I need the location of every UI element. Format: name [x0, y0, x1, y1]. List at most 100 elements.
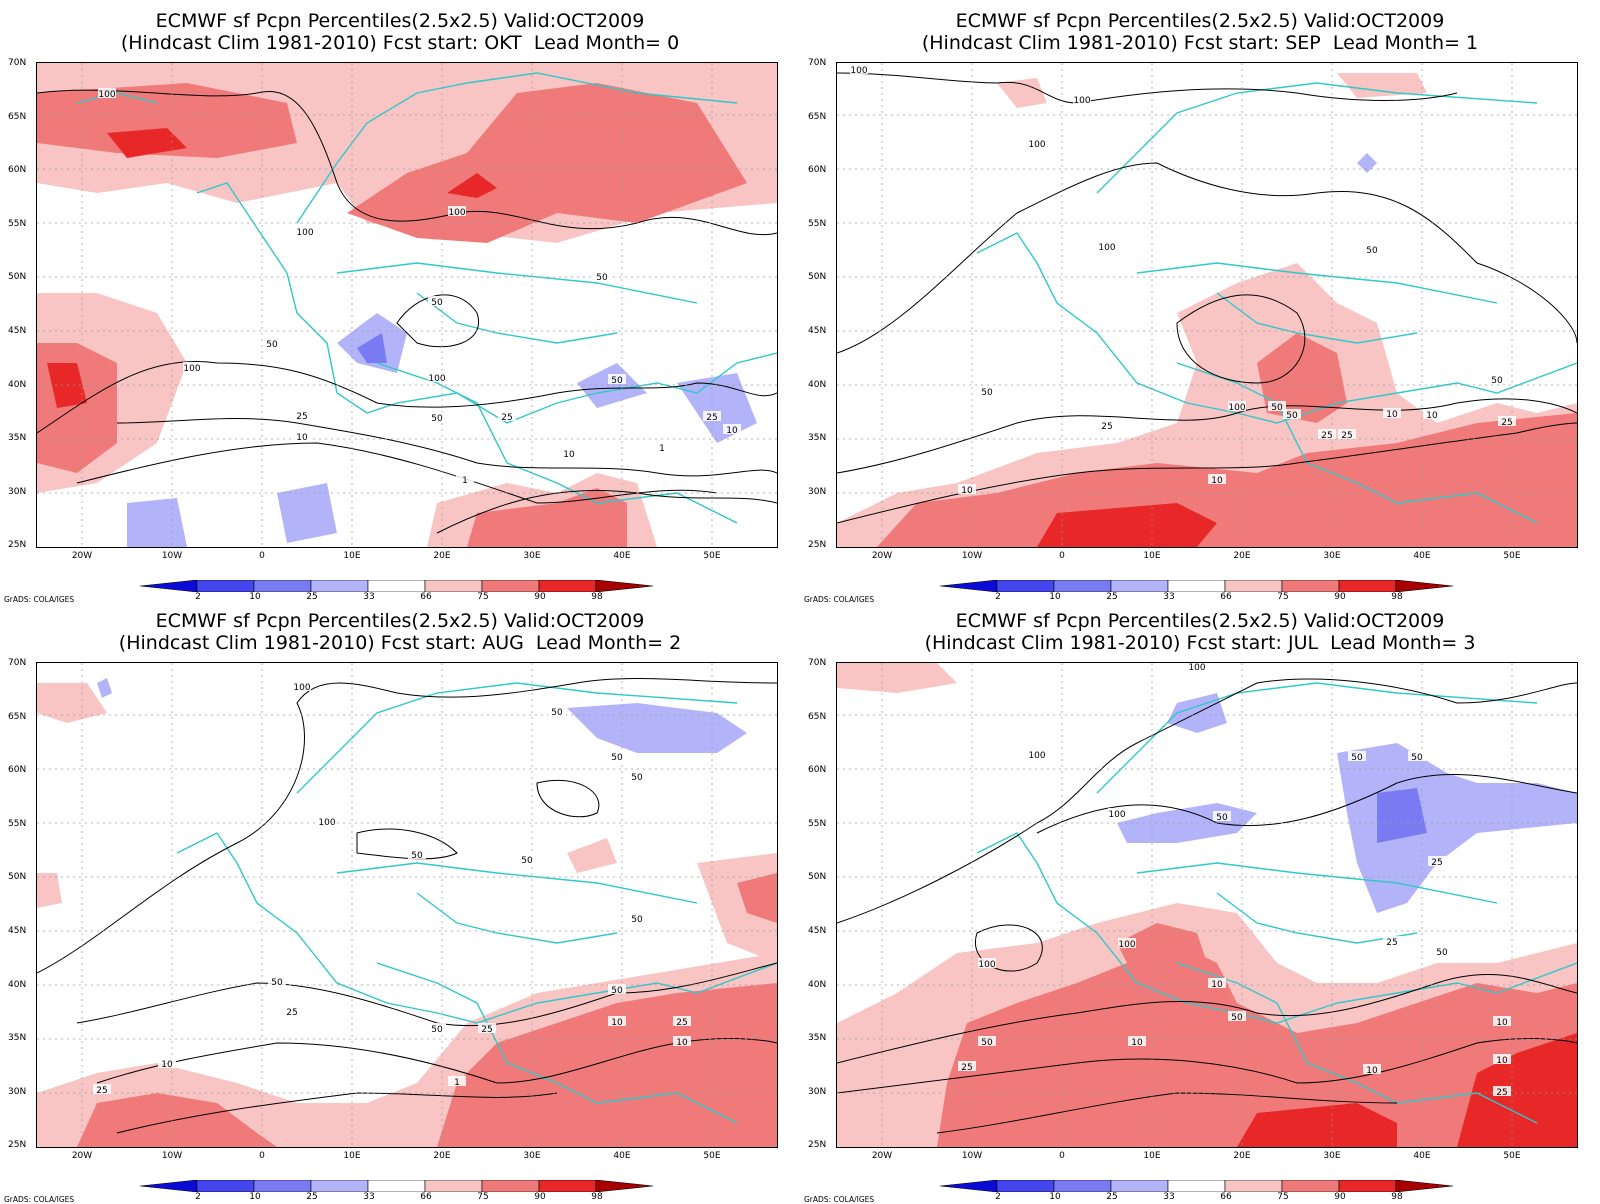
colorbar-segment: [1281, 580, 1340, 592]
contour-label: 50: [1491, 376, 1503, 386]
contour-label-bg: [498, 411, 516, 421]
colorbar-segment: [253, 580, 312, 592]
contour-label-bg: [1188, 663, 1206, 671]
contour-label-bg: [1228, 401, 1246, 411]
contour-label: 50: [521, 856, 533, 866]
contour-label: 25: [1501, 418, 1512, 428]
lon-label: 10W: [961, 551, 983, 561]
gridlines: [37, 63, 777, 547]
contour-label-bg: [1028, 749, 1046, 759]
coastline-layer: [76, 72, 777, 524]
colorbar-segment: [940, 580, 998, 592]
lat-label: 70N: [8, 658, 27, 668]
lon-label: 40E: [613, 1151, 631, 1161]
contour-label-bg: [448, 206, 466, 216]
colorbar-label: 98: [1391, 1192, 1403, 1202]
lat-label: 25N: [808, 540, 827, 550]
colorbar-segment: [1224, 580, 1283, 592]
colorbar-segment: [595, 580, 654, 592]
contour-label-bg: [1498, 416, 1516, 426]
contour-label-bg: [1283, 409, 1301, 419]
contour-label-bg: [296, 226, 314, 236]
lat-label: 65N: [808, 712, 827, 722]
contour-label: 25: [501, 413, 512, 423]
contour-label: 100: [293, 683, 310, 693]
contour-label-bg: [428, 1023, 446, 1033]
contour-label-bg: [428, 372, 446, 382]
contour-label: 50: [271, 978, 283, 988]
contour-label-bg: [293, 410, 311, 420]
contour-label: 10: [1386, 410, 1398, 420]
lon-label: 10E: [1143, 551, 1161, 561]
contour-label: 25: [1321, 431, 1332, 441]
contour-label: 50: [431, 414, 443, 424]
contour-label: 25: [96, 1086, 107, 1096]
contour-label-bg: [1493, 1054, 1511, 1064]
lat-label: 45N: [8, 926, 27, 936]
contour-layer: [837, 72, 1577, 524]
colorbar-segment: [310, 1180, 369, 1192]
contour-label: 100: [850, 66, 867, 76]
colorbar-label: 10: [249, 1192, 261, 1202]
lon-label: 20E: [433, 551, 451, 561]
contour-label-bg: [1228, 1011, 1246, 1021]
lat-label: 60N: [8, 765, 27, 775]
colorbar-label: 75: [1277, 592, 1289, 602]
contour-label-bg: [850, 64, 868, 74]
colorbar: [940, 1180, 1454, 1192]
colorbar-label: 10: [1049, 1192, 1061, 1202]
map-panel-okt: ECMWF sf Pcpn Percentiles(2.5x2.5) Valid…: [0, 0, 800, 604]
contour-label: 50: [1366, 246, 1378, 256]
lon-label: 50E: [703, 1151, 721, 1161]
contour-label: 50: [596, 273, 608, 283]
contour-label: 1: [454, 1078, 460, 1088]
contour-label: 50: [611, 986, 623, 996]
contour-label-bg: [1363, 244, 1381, 254]
contour-label-bg: [1108, 808, 1126, 818]
colorbar-segment: [1167, 580, 1226, 592]
contour-label-bg: [608, 1016, 626, 1026]
contour-label: 50: [631, 773, 643, 783]
lat-label: 50N: [8, 272, 27, 282]
contour-label: 25: [1101, 422, 1112, 432]
colorbar-label: 90: [534, 1192, 546, 1202]
contour-label: 1: [659, 444, 665, 454]
lon-label: 10W: [161, 551, 183, 561]
lat-label: 35N: [8, 1033, 27, 1043]
contour-label-bg: [978, 958, 996, 968]
colorbar-segment: [996, 580, 1055, 592]
contour-label-bg: [1348, 751, 1366, 761]
contour-label: 10: [1211, 980, 1223, 990]
lon-label: 10W: [161, 1151, 183, 1161]
contour-label-bg: [318, 816, 336, 826]
map-area: 100 100 100 50 50 50 25 25 50 100 100 10 50 10 10 50 25 1…: [836, 662, 1578, 1148]
contour-label: 50: [1351, 753, 1363, 763]
lon-label: 20W: [71, 1151, 93, 1161]
colorbar: [140, 580, 654, 592]
panel-title-line2: (Hindcast Clim 1981-2010) Fcst start: OK…: [120, 32, 680, 54]
map-area: 100 100 100 100 50 50 100 50 50 25 25 10 10 25 10 50 10 2…: [836, 62, 1578, 548]
contour-label-bg: [593, 271, 611, 281]
contour-label: 50: [981, 1038, 993, 1048]
contour-label-bg: [958, 1061, 976, 1071]
contour-label-bg: [628, 913, 646, 923]
contour-label-bg: [1423, 409, 1441, 419]
coastline-layer: [176, 682, 777, 1124]
colorbar-segment: [1053, 1180, 1112, 1192]
colorbar-label: 66: [420, 592, 432, 602]
contour-label-bg: [978, 1036, 996, 1046]
lon-label: 50E: [1503, 1151, 1521, 1161]
lon-label: 30E: [523, 1151, 541, 1161]
lat-label: 60N: [8, 165, 27, 175]
lat-label: 35N: [808, 1033, 827, 1043]
colorbar-label: 25: [306, 592, 318, 602]
lat-label: 50N: [808, 272, 827, 282]
panel-title-line2: (Hindcast Clim 1981-2010) Fcst start: AU…: [118, 632, 682, 654]
contour-label-bg: [428, 296, 446, 306]
contour-label: 10: [1366, 1066, 1378, 1076]
colorbar-label: 33: [363, 592, 375, 602]
colorbar-segment: [1224, 1180, 1283, 1192]
lat-label: 55N: [808, 219, 827, 229]
contour-label: 100: [98, 90, 115, 100]
lat-label: 60N: [808, 165, 827, 175]
